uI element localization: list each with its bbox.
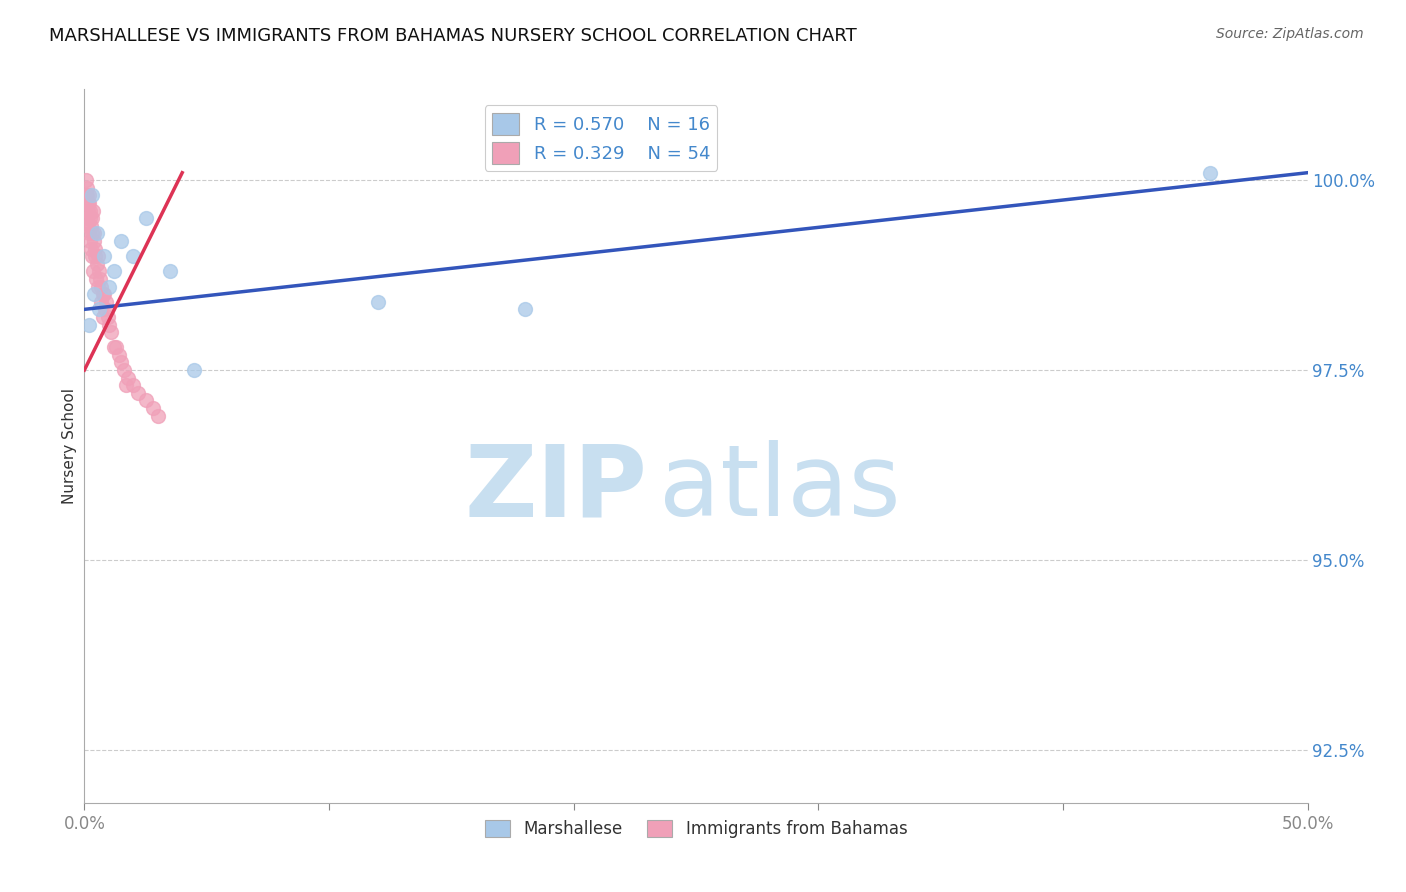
Point	[86, 227, 108, 241]
Point	[103, 264, 125, 278]
Point	[87, 249, 110, 263]
Point	[103, 340, 125, 354]
Point	[79, 203, 101, 218]
Point	[79, 211, 101, 226]
Point	[107, 348, 129, 362]
Point	[79, 234, 101, 248]
Point	[513, 302, 536, 317]
Legend: Marshallese, Immigrants from Bahamas: Marshallese, Immigrants from Bahamas	[478, 813, 914, 845]
Point	[93, 249, 115, 263]
Point	[83, 242, 105, 256]
Point	[77, 196, 100, 211]
Point	[100, 325, 122, 339]
Point	[80, 219, 103, 233]
Point	[97, 318, 120, 332]
Point	[76, 188, 98, 202]
Point	[110, 234, 132, 248]
Point	[142, 401, 165, 415]
Point	[86, 257, 108, 271]
Point	[135, 211, 157, 226]
Text: atlas: atlas	[659, 441, 901, 537]
Point	[82, 249, 104, 263]
Point	[83, 227, 105, 241]
Point	[105, 340, 128, 354]
Point	[77, 196, 100, 211]
Point	[76, 181, 98, 195]
Point	[90, 279, 112, 293]
Point	[84, 272, 107, 286]
Point	[97, 310, 120, 324]
Point	[77, 203, 100, 218]
Point	[80, 211, 103, 226]
Point	[93, 287, 115, 301]
Point	[82, 227, 104, 241]
Point	[183, 363, 205, 377]
Point	[75, 173, 97, 187]
Point	[84, 249, 107, 263]
Point	[115, 378, 138, 392]
Point	[159, 264, 181, 278]
Text: Source: ZipAtlas.com: Source: ZipAtlas.com	[1216, 27, 1364, 41]
Point	[83, 234, 105, 248]
Point	[80, 242, 103, 256]
Point	[97, 279, 120, 293]
Point	[83, 287, 105, 301]
Point	[91, 310, 114, 324]
Point	[90, 294, 112, 309]
Point	[110, 355, 132, 369]
Point	[367, 294, 389, 309]
Point	[87, 279, 110, 293]
Point	[82, 203, 104, 218]
Point	[77, 219, 100, 233]
Text: MARSHALLESE VS IMMIGRANTS FROM BAHAMAS NURSERY SCHOOL CORRELATION CHART: MARSHALLESE VS IMMIGRANTS FROM BAHAMAS N…	[49, 27, 858, 45]
Point	[127, 385, 149, 400]
Point	[146, 409, 169, 423]
Point	[122, 378, 145, 392]
Point	[77, 188, 100, 202]
Point	[75, 188, 97, 202]
Point	[135, 393, 157, 408]
Point	[91, 287, 114, 301]
Text: ZIP: ZIP	[464, 441, 647, 537]
Point	[77, 227, 100, 241]
Point	[80, 188, 103, 202]
Point	[77, 318, 100, 332]
Point	[75, 196, 97, 211]
Point	[76, 211, 98, 226]
Point	[89, 272, 111, 286]
Point	[96, 294, 118, 309]
Y-axis label: Nursery School: Nursery School	[62, 388, 77, 504]
Point	[94, 302, 117, 317]
Point	[117, 370, 139, 384]
Point	[82, 264, 104, 278]
Point	[87, 264, 110, 278]
Point	[112, 363, 135, 377]
Point	[122, 249, 145, 263]
Point	[87, 302, 110, 317]
Point	[1198, 166, 1220, 180]
